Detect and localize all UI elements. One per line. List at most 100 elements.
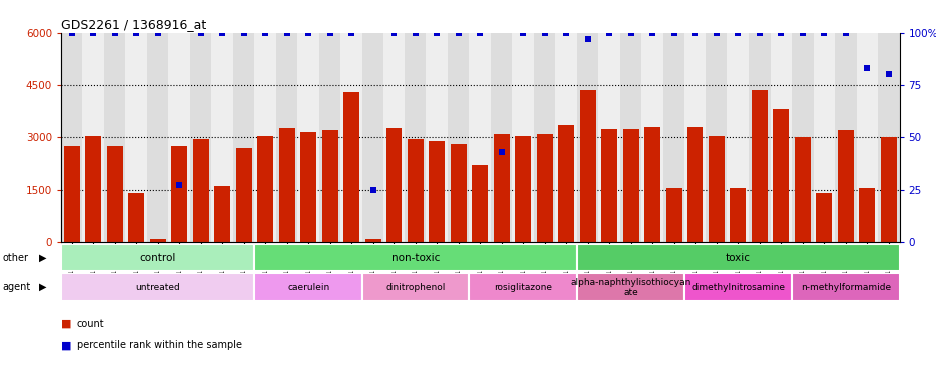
Point bbox=[579, 36, 594, 42]
Bar bbox=[577, 273, 684, 301]
Bar bbox=[361, 273, 469, 301]
Text: agent: agent bbox=[3, 282, 31, 292]
Bar bbox=[214, 186, 230, 242]
Bar bbox=[171, 146, 187, 242]
Bar bbox=[235, 148, 252, 242]
Bar bbox=[536, 134, 552, 242]
Bar bbox=[515, 136, 531, 242]
Point bbox=[279, 30, 294, 36]
Point bbox=[257, 30, 272, 36]
Bar bbox=[404, 33, 426, 242]
Point bbox=[451, 30, 466, 36]
Bar bbox=[622, 129, 638, 242]
Point bbox=[322, 30, 337, 36]
Bar bbox=[577, 33, 598, 242]
Point bbox=[709, 30, 724, 36]
Bar bbox=[558, 125, 574, 242]
Point bbox=[601, 30, 616, 36]
Bar bbox=[729, 188, 745, 242]
Point bbox=[214, 30, 229, 36]
Point bbox=[838, 30, 853, 36]
Bar bbox=[837, 130, 853, 242]
Point bbox=[665, 30, 680, 36]
Point bbox=[408, 30, 423, 36]
Bar bbox=[426, 33, 447, 242]
Point bbox=[472, 30, 487, 36]
Text: ▶: ▶ bbox=[39, 253, 47, 263]
Bar bbox=[858, 188, 874, 242]
Bar bbox=[469, 33, 490, 242]
Bar bbox=[534, 33, 555, 242]
Bar bbox=[278, 127, 295, 242]
Point bbox=[515, 30, 530, 36]
Bar bbox=[769, 33, 791, 242]
Bar bbox=[300, 132, 316, 242]
Bar bbox=[577, 244, 899, 271]
Bar bbox=[193, 139, 209, 242]
Bar bbox=[321, 130, 337, 242]
Bar bbox=[686, 127, 703, 242]
Bar bbox=[193, 139, 209, 242]
Bar bbox=[340, 33, 361, 242]
Text: percentile rank within the sample: percentile rank within the sample bbox=[77, 340, 241, 350]
Bar bbox=[815, 193, 831, 242]
Bar bbox=[493, 134, 509, 242]
Point bbox=[795, 30, 810, 36]
Bar bbox=[278, 127, 295, 242]
Point bbox=[150, 30, 165, 36]
Point bbox=[193, 30, 208, 36]
Bar bbox=[255, 244, 577, 271]
Bar bbox=[343, 92, 358, 242]
Bar bbox=[256, 136, 273, 242]
Bar bbox=[729, 188, 745, 242]
Point bbox=[859, 65, 874, 71]
Bar bbox=[837, 130, 853, 242]
Bar bbox=[472, 165, 488, 242]
Bar bbox=[85, 136, 101, 242]
Bar bbox=[665, 188, 681, 242]
Bar bbox=[726, 33, 748, 242]
Bar bbox=[233, 33, 255, 242]
Bar bbox=[383, 33, 404, 242]
Bar bbox=[665, 188, 681, 242]
Bar bbox=[880, 137, 896, 242]
Bar bbox=[579, 90, 595, 242]
Point bbox=[773, 30, 788, 36]
Text: dimethylnitrosamine: dimethylnitrosamine bbox=[691, 283, 784, 292]
Bar bbox=[643, 127, 660, 242]
Bar bbox=[85, 136, 101, 242]
Bar bbox=[751, 90, 767, 242]
Bar bbox=[407, 139, 423, 242]
Text: caerulein: caerulein bbox=[286, 283, 329, 292]
Bar bbox=[214, 186, 230, 242]
Bar bbox=[834, 33, 856, 242]
Bar bbox=[190, 33, 212, 242]
Bar bbox=[64, 146, 80, 242]
Bar bbox=[104, 33, 125, 242]
Bar bbox=[880, 137, 896, 242]
Point bbox=[881, 71, 896, 78]
Bar bbox=[772, 109, 788, 242]
Bar bbox=[147, 33, 168, 242]
Point bbox=[644, 30, 659, 36]
Text: rosiglitazone: rosiglitazone bbox=[493, 283, 551, 292]
Bar bbox=[255, 33, 275, 242]
Bar bbox=[772, 109, 788, 242]
Bar bbox=[536, 134, 552, 242]
Text: ▶: ▶ bbox=[39, 282, 47, 292]
Bar bbox=[472, 165, 488, 242]
Bar bbox=[601, 129, 617, 242]
Point bbox=[344, 30, 358, 36]
Bar bbox=[791, 33, 812, 242]
Bar bbox=[212, 33, 233, 242]
Text: dinitrophenol: dinitrophenol bbox=[385, 283, 446, 292]
Point bbox=[816, 30, 831, 36]
Bar bbox=[791, 273, 899, 301]
Bar bbox=[684, 33, 705, 242]
Bar bbox=[858, 188, 874, 242]
Bar bbox=[555, 33, 577, 242]
Bar bbox=[171, 146, 187, 242]
Bar bbox=[877, 33, 899, 242]
Bar bbox=[684, 273, 791, 301]
Point bbox=[622, 30, 637, 36]
